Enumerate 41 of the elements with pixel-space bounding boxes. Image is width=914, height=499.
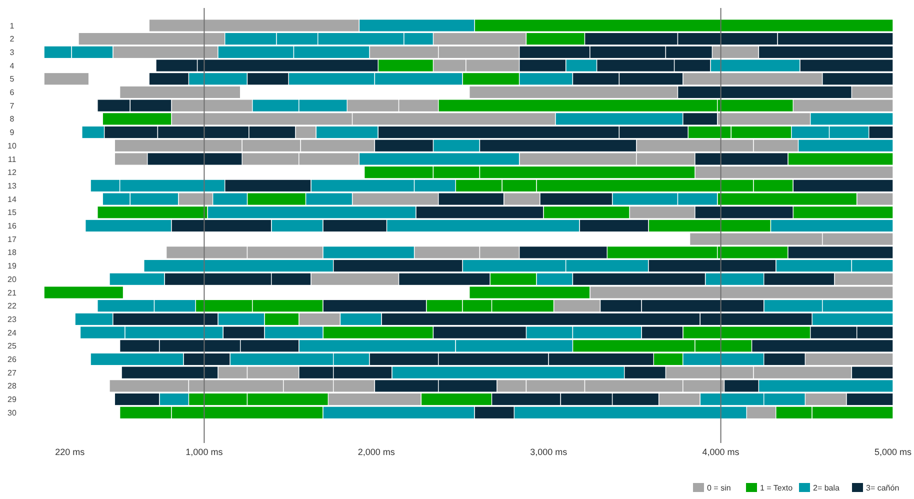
x-tick-label: 3,000 ms — [530, 447, 568, 457]
y-tick-label: 21 — [8, 288, 17, 298]
x-tick-label: 1,000 ms — [186, 447, 224, 457]
y-tick-label: 8 — [10, 114, 15, 124]
y-tick-label: 30 — [8, 408, 17, 418]
y-tick-label: 16 — [8, 222, 17, 231]
x-tick-label: 5,000 ms — [874, 447, 912, 457]
y-tick-label: 11 — [8, 154, 17, 164]
y-tick-label: 9 — [10, 128, 15, 138]
y-tick-label: 18 — [8, 248, 17, 258]
x-tick-label: 220 ms — [55, 447, 86, 457]
y-tick-label: 4 — [10, 61, 15, 70]
y-tick-label: 17 — [8, 234, 17, 244]
legend-label: 3= cañón — [866, 483, 900, 492]
y-tick-label: 29 — [8, 395, 17, 404]
legend-label: 0 = sin — [707, 483, 731, 492]
y-tick-label: 25 — [8, 342, 17, 351]
y-tick-label: 26 — [8, 355, 17, 364]
x-tick-label: 4,000 ms — [702, 447, 740, 457]
y-tick-label: 5 — [10, 74, 15, 84]
y-tick-label: 24 — [8, 328, 17, 338]
y-tick-label: 6 — [10, 88, 15, 98]
y-tick-label: 13 — [8, 181, 17, 190]
y-tick-label: 7 — [10, 101, 15, 110]
y-tick-label: 27 — [8, 368, 17, 378]
y-tick-label: 20 — [8, 274, 17, 284]
y-tick-label: 15 — [8, 208, 17, 218]
y-tick-label: 23 — [8, 314, 17, 324]
y-tick-label: 2 — [10, 34, 15, 44]
bar — [44, 72, 90, 86]
y-tick-label: 1 — [10, 21, 15, 30]
y-tick-label: 12 — [8, 168, 17, 178]
y-tick-label: 28 — [8, 382, 17, 391]
legend-label: 1 = Texto — [760, 483, 794, 492]
y-tick-label: 19 — [8, 262, 17, 271]
y-tick-label: 3 — [10, 48, 15, 57]
x-tick-label: 2,000 ms — [358, 447, 396, 457]
legend-label: 2= bala — [813, 483, 840, 492]
y-tick-label: 10 — [8, 141, 17, 150]
y-tick-label: 14 — [8, 194, 17, 204]
y-tick-label: 22 — [8, 302, 17, 311]
